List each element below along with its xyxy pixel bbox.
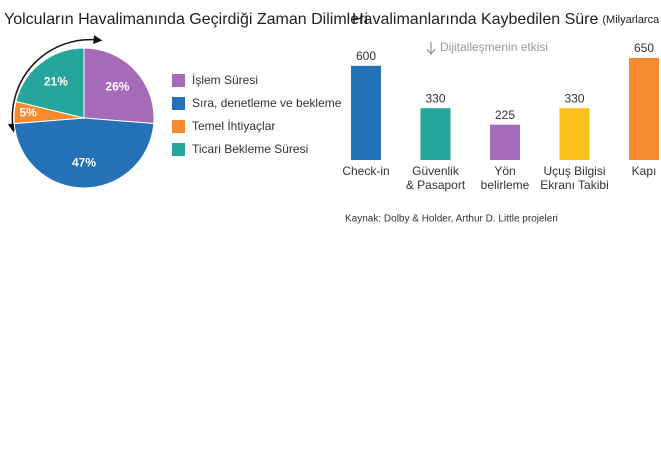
bar — [420, 108, 451, 160]
value-label: 650 — [634, 41, 654, 55]
category-label: Uçuş Bilgisi Ekranı Takibi — [540, 164, 608, 192]
category-label: Yön belirleme — [481, 164, 530, 192]
legend-swatch — [172, 74, 185, 87]
bar — [629, 57, 659, 161]
legend-label: İşlem Süresi — [192, 73, 258, 87]
pie-slice — [13, 117, 155, 189]
value-label: 330 — [564, 91, 584, 105]
annotation: Dijitalleşmenin etkisi — [440, 40, 548, 54]
bar-title-main: Havalimanlarında Kaybedilen Süre — [352, 11, 598, 28]
pie-slice — [15, 47, 85, 119]
value-label: 225 — [495, 108, 515, 122]
pie-slice — [83, 47, 155, 125]
slice-label: 47% — [72, 156, 96, 170]
legend-label: Ticari Bekleme Süresi — [192, 142, 308, 156]
category-label: Güvenlik & Pasaport — [406, 164, 466, 192]
bar-title: Havalimanlarında Kaybedilen Süre (Milyarl… — [352, 11, 661, 28]
legend-swatch — [172, 97, 185, 110]
slice-label: 26% — [105, 79, 129, 93]
bar — [351, 65, 381, 160]
legend-label: Temel İhtiyaçlar — [192, 119, 275, 133]
annotation-arrow — [426, 42, 436, 56]
pie-title: Yolcuların Havalimanında Geçirdiği Zaman… — [4, 11, 368, 28]
bar — [559, 108, 590, 160]
legend-swatch — [172, 120, 185, 133]
legend-label: Sıra, denetleme ve bekleme — [192, 96, 342, 110]
source: Kaynak: Dolby & Holder, Arthur D. Little… — [345, 214, 558, 225]
value-label: 330 — [425, 91, 445, 105]
bar-subtitle: (Milyarlarca Saat) — [602, 14, 661, 26]
category-label: Kapı — [632, 164, 657, 178]
category-label: Check-in — [342, 164, 389, 178]
legend-swatch — [172, 143, 185, 156]
bar — [490, 124, 520, 160]
cycle-arrow — [7, 35, 103, 133]
slice-label: 21% — [44, 74, 68, 88]
slice-label: 5% — [20, 106, 38, 120]
value-label: 600 — [356, 49, 376, 63]
